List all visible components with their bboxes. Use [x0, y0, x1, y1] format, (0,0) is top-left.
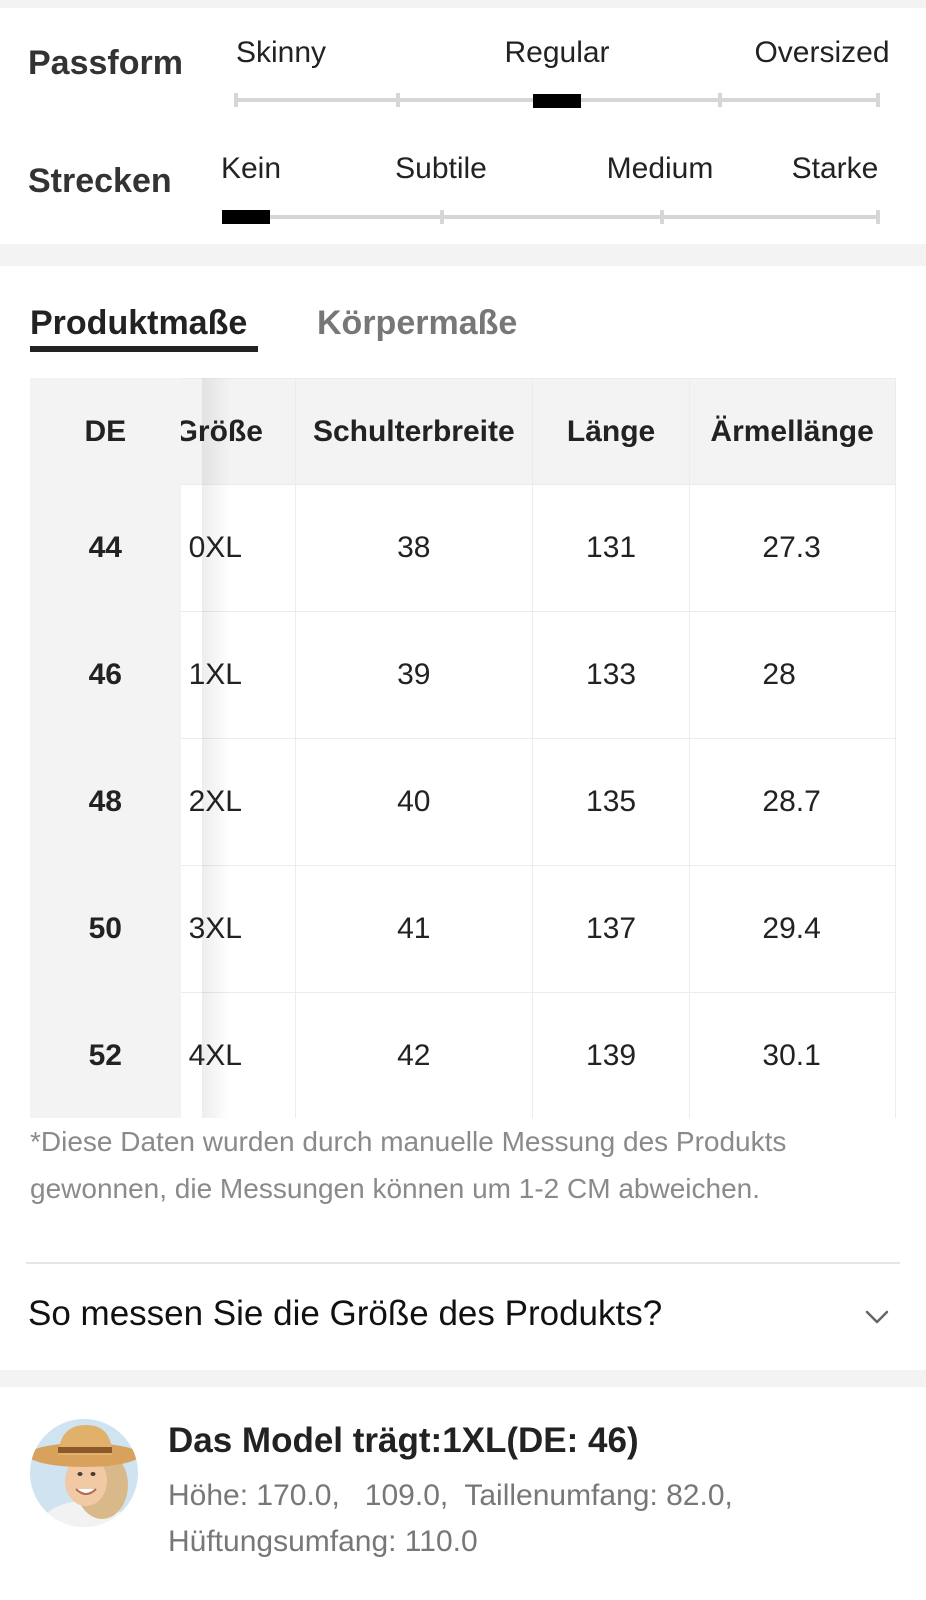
- table-row: 44 0XL 38 131 27.3: [30, 484, 896, 612]
- cell-de: 46: [30, 611, 181, 739]
- strecken-tick: [440, 210, 444, 224]
- model-measurements-line2: Hüftungsumfang: 110.0: [168, 1525, 478, 1558]
- strecken-row: Strecken Kein Subtile Medium Starke: [0, 126, 926, 236]
- strecken-option-subtile: Subtile: [395, 152, 487, 185]
- passform-tick: [876, 93, 880, 107]
- cell-size: 2XL: [179, 738, 296, 866]
- cell-sleeve: 27.3: [689, 484, 896, 612]
- tab-active-underline: [30, 346, 258, 352]
- strecken-option-medium: Medium: [606, 152, 714, 185]
- cell-de: 44: [30, 484, 181, 612]
- cell-de: 48: [30, 738, 181, 866]
- tab-produktmasse[interactable]: Produktmaße: [30, 304, 248, 342]
- cell-de: 50: [30, 865, 181, 993]
- cell-length: 139: [531, 992, 691, 1118]
- cell-sleeve: 28: [689, 611, 896, 739]
- cell-size: 1XL: [179, 611, 296, 739]
- table-row: 46 1XL 39 133 28: [30, 611, 896, 739]
- passform-tick: [718, 93, 722, 107]
- strecken-label: Strecken: [28, 162, 172, 200]
- strecken-option-kein: Kein: [220, 152, 282, 185]
- avatar: [30, 1419, 138, 1527]
- passform-label: Passform: [28, 44, 183, 82]
- model-info-section: Das Model trägt:1XL(DE: 46) Höhe: 170.0,…: [0, 1387, 926, 1600]
- tab-koerpermasse[interactable]: Körpermaße: [317, 304, 518, 342]
- cell-shoulder: 41: [294, 865, 533, 993]
- passform-option-skinny: Skinny: [235, 36, 327, 69]
- table-header-row: DE Größe Schulterbreite Länge Ärmellänge: [30, 378, 896, 485]
- strecken-tick: [876, 210, 880, 224]
- passform-tick: [396, 93, 400, 107]
- passform-row: Passform Skinny Regular Oversized: [0, 8, 926, 118]
- how-to-measure-row[interactable]: So messen Sie die Größe des Produkts?: [0, 1264, 926, 1370]
- how-to-measure-label: So messen Sie die Größe des Produkts?: [28, 1294, 663, 1333]
- cell-shoulder: 38: [294, 484, 533, 612]
- cell-size: 0XL: [179, 484, 296, 612]
- table-row: 48 2XL 40 135 28.7: [30, 738, 896, 866]
- model-photo: [30, 1419, 138, 1527]
- cell-length: 135: [531, 738, 691, 866]
- cell-de: 52: [30, 992, 181, 1118]
- passform-option-regular: Regular: [504, 36, 610, 69]
- cell-size: 3XL: [179, 865, 296, 993]
- size-table: DE Größe Schulterbreite Länge Ärmellänge…: [30, 378, 896, 1118]
- cell-sleeve: 29.4: [689, 865, 896, 993]
- strecken-selected-marker: [222, 210, 270, 224]
- header-size: Größe: [179, 378, 296, 485]
- model-size-title: Das Model trägt:1XL(DE: 46): [168, 1421, 639, 1460]
- chevron-down-icon[interactable]: [864, 1304, 890, 1330]
- header-shoulder: Schulterbreite: [294, 378, 533, 485]
- table-row: 52 4XL 42 139 30.1: [30, 992, 896, 1118]
- passform-tick: [234, 93, 238, 107]
- header-length: Länge: [531, 378, 691, 485]
- header-sleeve: Ärmellänge: [689, 378, 896, 485]
- cell-sleeve: 30.1: [689, 992, 896, 1118]
- cell-shoulder: 40: [294, 738, 533, 866]
- model-measurements-line1: Höhe: 170.0, 109.0, Taillenumfang: 82.0,: [168, 1479, 733, 1512]
- fit-section: Passform Skinny Regular Oversized Streck…: [0, 8, 926, 244]
- cell-length: 133: [531, 611, 691, 739]
- divider: [26, 1262, 900, 1264]
- strecken-option-starke: Starke: [791, 152, 879, 185]
- passform-selected-marker: [533, 94, 581, 108]
- cell-size: 4XL: [179, 992, 296, 1118]
- size-table-scroll[interactable]: DE Größe Schulterbreite Länge Ärmellänge…: [30, 378, 896, 1118]
- cell-shoulder: 39: [294, 611, 533, 739]
- passform-option-oversized: Oversized: [754, 36, 890, 69]
- table-row: 50 3XL 41 137 29.4: [30, 865, 896, 993]
- cell-length: 131: [531, 484, 691, 612]
- measurement-note: *Diese Daten wurden durch manuelle Messu…: [30, 1126, 787, 1204]
- cell-sleeve: 28.7: [689, 738, 896, 866]
- header-de: DE: [30, 378, 181, 485]
- strecken-tick: [660, 210, 664, 224]
- strecken-track: [222, 210, 880, 224]
- size-section: Produktmaße Körpermaße DE Größe Schulter…: [0, 266, 926, 1370]
- cell-length: 137: [531, 865, 691, 993]
- cell-shoulder: 42: [294, 992, 533, 1118]
